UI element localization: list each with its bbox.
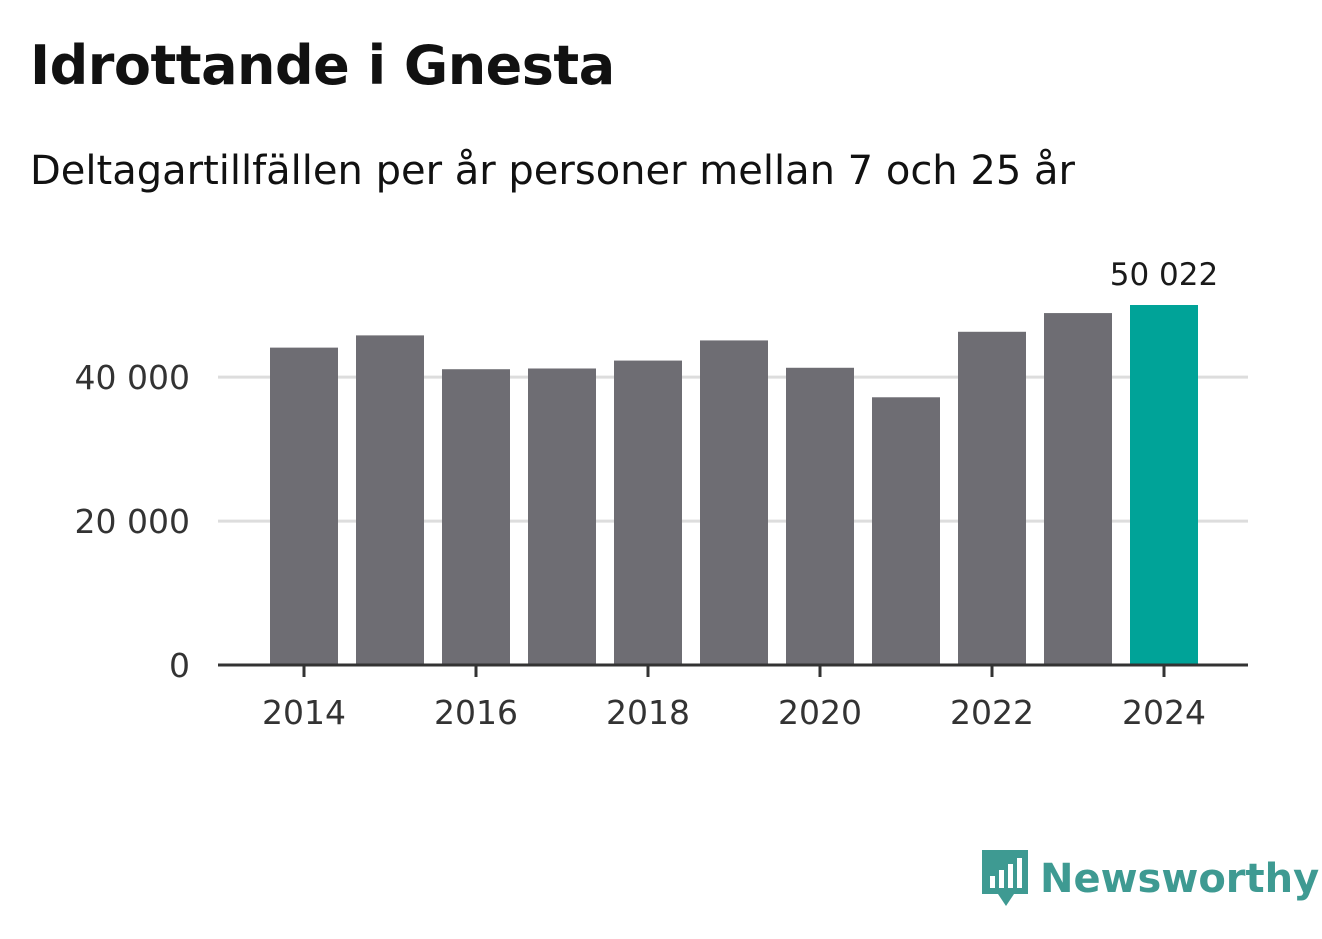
bar-2024	[1130, 305, 1198, 665]
bar-2019	[700, 340, 768, 665]
data-label-2024: 50 022	[1110, 257, 1218, 293]
bar-2023	[1044, 313, 1112, 665]
y-tick-label: 40 000	[75, 358, 190, 397]
brand-logo: Newsworthy	[980, 848, 1319, 910]
x-tick-label: 2014	[262, 693, 346, 732]
brand-name: Newsworthy	[1040, 856, 1320, 902]
x-tick-label: 2022	[950, 693, 1034, 732]
bar-2016	[442, 369, 510, 665]
x-tick-label: 2020	[778, 693, 862, 732]
x-tick-label: 2018	[606, 693, 690, 732]
axes	[218, 663, 1248, 677]
bar-2014	[270, 347, 338, 665]
bar-2020	[786, 367, 854, 665]
bars	[270, 305, 1198, 665]
bar-2018	[614, 360, 682, 665]
bar-2022	[958, 331, 1026, 665]
chart-title: Idrottande i Gnesta	[30, 34, 615, 97]
y-tick-label: 20 000	[75, 502, 190, 541]
chart-subtitle: Deltagartillfällen per år personer mella…	[30, 148, 1075, 194]
newsworthy-logo-icon	[982, 850, 1028, 906]
bar-2021	[872, 397, 940, 665]
labels: 0 20 000 40 000 50 022 2014 2016 2018 2020 2022 2…	[75, 257, 1219, 732]
x-tick-label: 2016	[434, 693, 518, 732]
y-tick-label: 0	[169, 646, 190, 685]
bar-2015	[356, 335, 424, 665]
bar-2017	[528, 368, 596, 665]
x-tick-label: 2024	[1122, 693, 1206, 732]
